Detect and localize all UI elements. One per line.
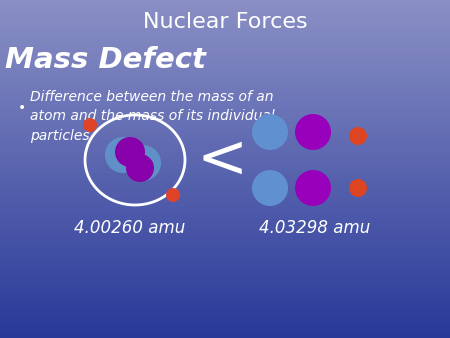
Circle shape — [252, 114, 288, 150]
Bar — [0, 202, 450, 207]
Bar — [0, 287, 450, 291]
Bar — [0, 215, 450, 220]
Bar — [0, 8, 450, 13]
Bar — [0, 88, 450, 93]
Bar — [0, 4, 450, 8]
Bar — [0, 84, 450, 89]
Bar — [0, 236, 450, 241]
Bar — [0, 198, 450, 203]
Bar — [0, 333, 450, 338]
Bar — [0, 321, 450, 325]
Bar — [0, 110, 450, 114]
Bar — [0, 279, 450, 283]
Bar — [0, 291, 450, 296]
Bar — [0, 266, 450, 270]
Bar — [0, 164, 450, 169]
Circle shape — [105, 137, 141, 173]
Bar — [0, 130, 450, 135]
Text: <: < — [196, 130, 248, 190]
Circle shape — [295, 114, 331, 150]
Bar — [0, 122, 450, 127]
Bar — [0, 223, 450, 228]
Text: 4.03298 amu: 4.03298 amu — [259, 219, 371, 237]
Bar — [0, 173, 450, 177]
Circle shape — [349, 127, 367, 145]
Bar — [0, 71, 450, 76]
Bar — [0, 50, 450, 55]
Bar — [0, 114, 450, 118]
Text: Mass Defect: Mass Defect — [5, 46, 206, 74]
Bar — [0, 312, 450, 317]
Bar — [0, 190, 450, 194]
Bar — [0, 0, 450, 4]
Text: 4.00260 amu: 4.00260 amu — [74, 219, 185, 237]
Bar — [0, 93, 450, 97]
Bar — [0, 262, 450, 266]
Bar — [0, 63, 450, 68]
Text: Nuclear Forces: Nuclear Forces — [143, 12, 307, 32]
Bar — [0, 42, 450, 46]
Bar — [0, 295, 450, 300]
Bar — [0, 156, 450, 161]
Bar — [0, 152, 450, 156]
Circle shape — [252, 170, 288, 206]
Bar — [0, 232, 450, 237]
Bar — [0, 316, 450, 321]
Bar — [0, 186, 450, 190]
Bar — [0, 21, 450, 25]
Bar — [0, 101, 450, 105]
Bar — [0, 59, 450, 64]
Bar — [0, 160, 450, 165]
Bar — [0, 207, 450, 211]
Bar — [0, 169, 450, 173]
Bar — [0, 228, 450, 233]
Bar — [0, 29, 450, 34]
Bar — [0, 25, 450, 30]
Circle shape — [115, 137, 145, 167]
Bar — [0, 274, 450, 279]
Bar — [0, 181, 450, 186]
Bar — [0, 329, 450, 334]
Bar — [0, 325, 450, 330]
Bar — [0, 304, 450, 308]
Bar — [0, 126, 450, 131]
Bar — [0, 299, 450, 304]
Bar — [0, 76, 450, 80]
Bar — [0, 67, 450, 72]
Bar — [0, 253, 450, 258]
Bar — [0, 257, 450, 262]
Bar — [0, 147, 450, 152]
Bar — [0, 54, 450, 59]
Text: •: • — [18, 101, 26, 115]
Bar — [0, 33, 450, 38]
Bar — [0, 240, 450, 245]
Circle shape — [83, 118, 97, 132]
Bar — [0, 308, 450, 313]
Circle shape — [295, 170, 331, 206]
Bar — [0, 46, 450, 51]
Bar — [0, 270, 450, 274]
Text: Difference between the mass of an
atom and the mass of its individual
particles.: Difference between the mass of an atom a… — [30, 90, 275, 143]
Circle shape — [126, 154, 154, 182]
Bar — [0, 105, 450, 110]
Bar — [0, 249, 450, 254]
Circle shape — [166, 188, 180, 202]
Bar — [0, 143, 450, 148]
Bar — [0, 194, 450, 199]
Bar — [0, 245, 450, 249]
Bar — [0, 17, 450, 21]
Bar — [0, 97, 450, 101]
Bar — [0, 12, 450, 17]
Bar — [0, 219, 450, 224]
Bar — [0, 283, 450, 287]
Bar — [0, 118, 450, 123]
Bar — [0, 211, 450, 216]
Circle shape — [125, 145, 161, 181]
Bar — [0, 177, 450, 182]
Bar — [0, 139, 450, 144]
Bar — [0, 80, 450, 84]
Bar — [0, 38, 450, 42]
Bar — [0, 135, 450, 139]
Circle shape — [349, 179, 367, 197]
